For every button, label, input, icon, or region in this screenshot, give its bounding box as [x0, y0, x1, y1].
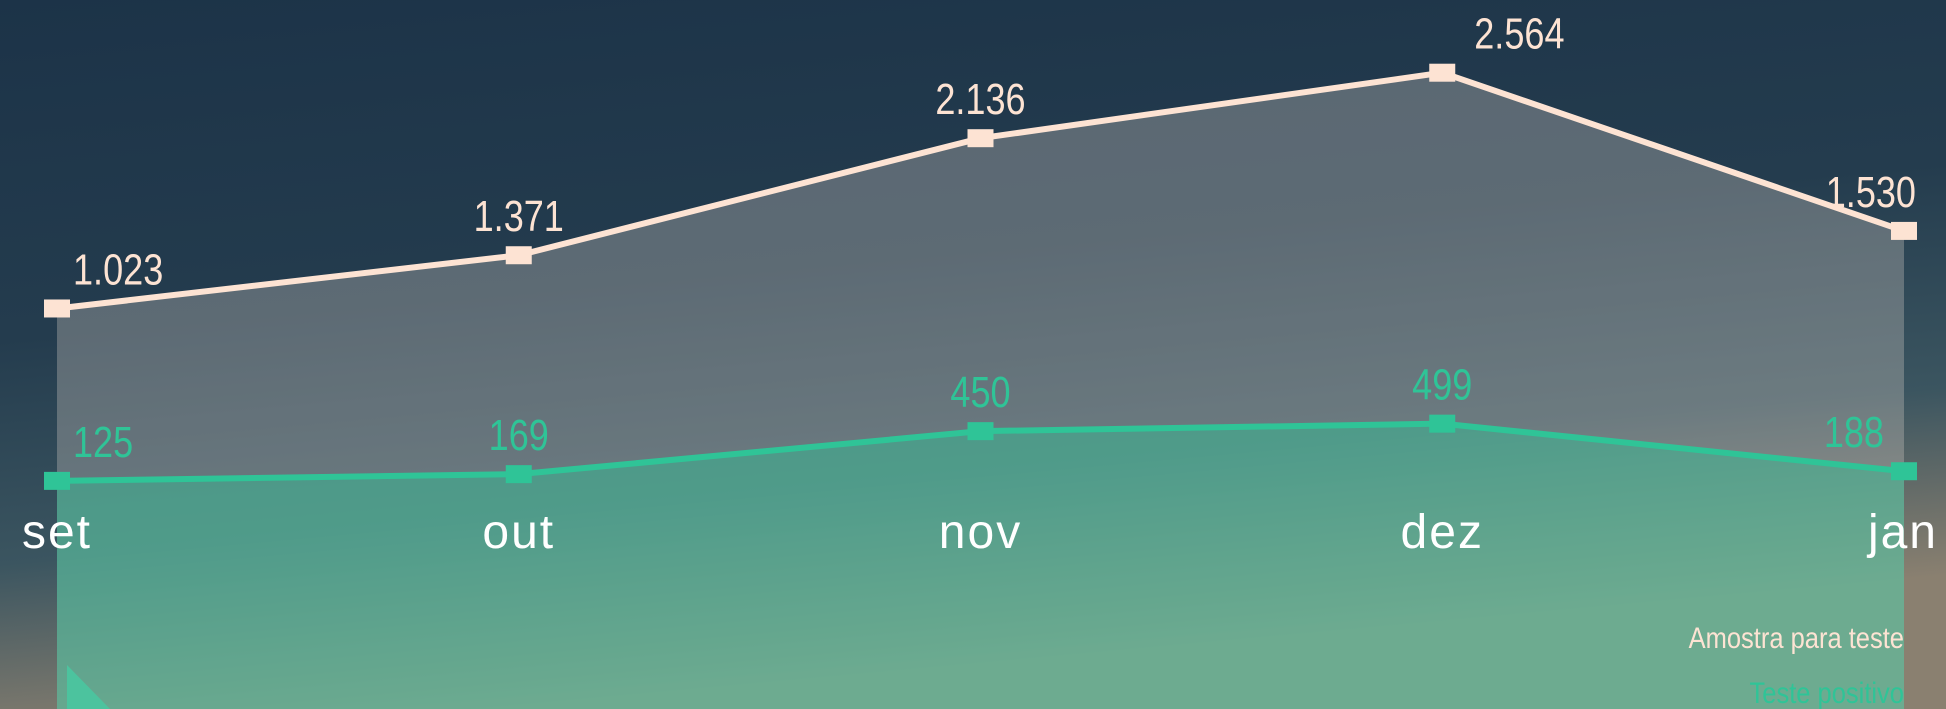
data-label: 2.136 [935, 75, 1025, 124]
point-marker [44, 472, 70, 490]
x-tick-label: jan [1866, 506, 1938, 559]
data-label: 450 [950, 368, 1010, 417]
data-label: 1.023 [73, 245, 163, 294]
point-marker [44, 299, 70, 317]
data-label: 169 [489, 411, 549, 460]
point-marker [968, 129, 994, 147]
data-label: 1.371 [474, 192, 564, 241]
point-marker [1891, 222, 1917, 240]
data-label: 2.564 [1474, 9, 1564, 58]
data-label: 188 [1824, 408, 1884, 457]
point-marker [1891, 462, 1917, 480]
x-tick-label: nov [939, 506, 1022, 559]
data-label: 1.530 [1826, 168, 1916, 217]
x-tick-label: set [22, 506, 92, 559]
data-label: 125 [73, 418, 133, 467]
point-marker [506, 246, 532, 264]
x-tick-label: dez [1401, 506, 1484, 559]
legend-entry: Teste positivo [1750, 676, 1904, 709]
legend-entry: Amostra para teste [1689, 621, 1904, 654]
point-marker [506, 465, 532, 483]
point-marker [1429, 415, 1455, 433]
point-marker [1429, 64, 1455, 82]
data-label: 499 [1412, 360, 1472, 409]
chart: 1.023 1.371 2.136 2.564 1.530 125 169 450 499 188… [0, 0, 1946, 709]
point-marker [968, 422, 994, 440]
x-tick-label: out [482, 506, 555, 559]
